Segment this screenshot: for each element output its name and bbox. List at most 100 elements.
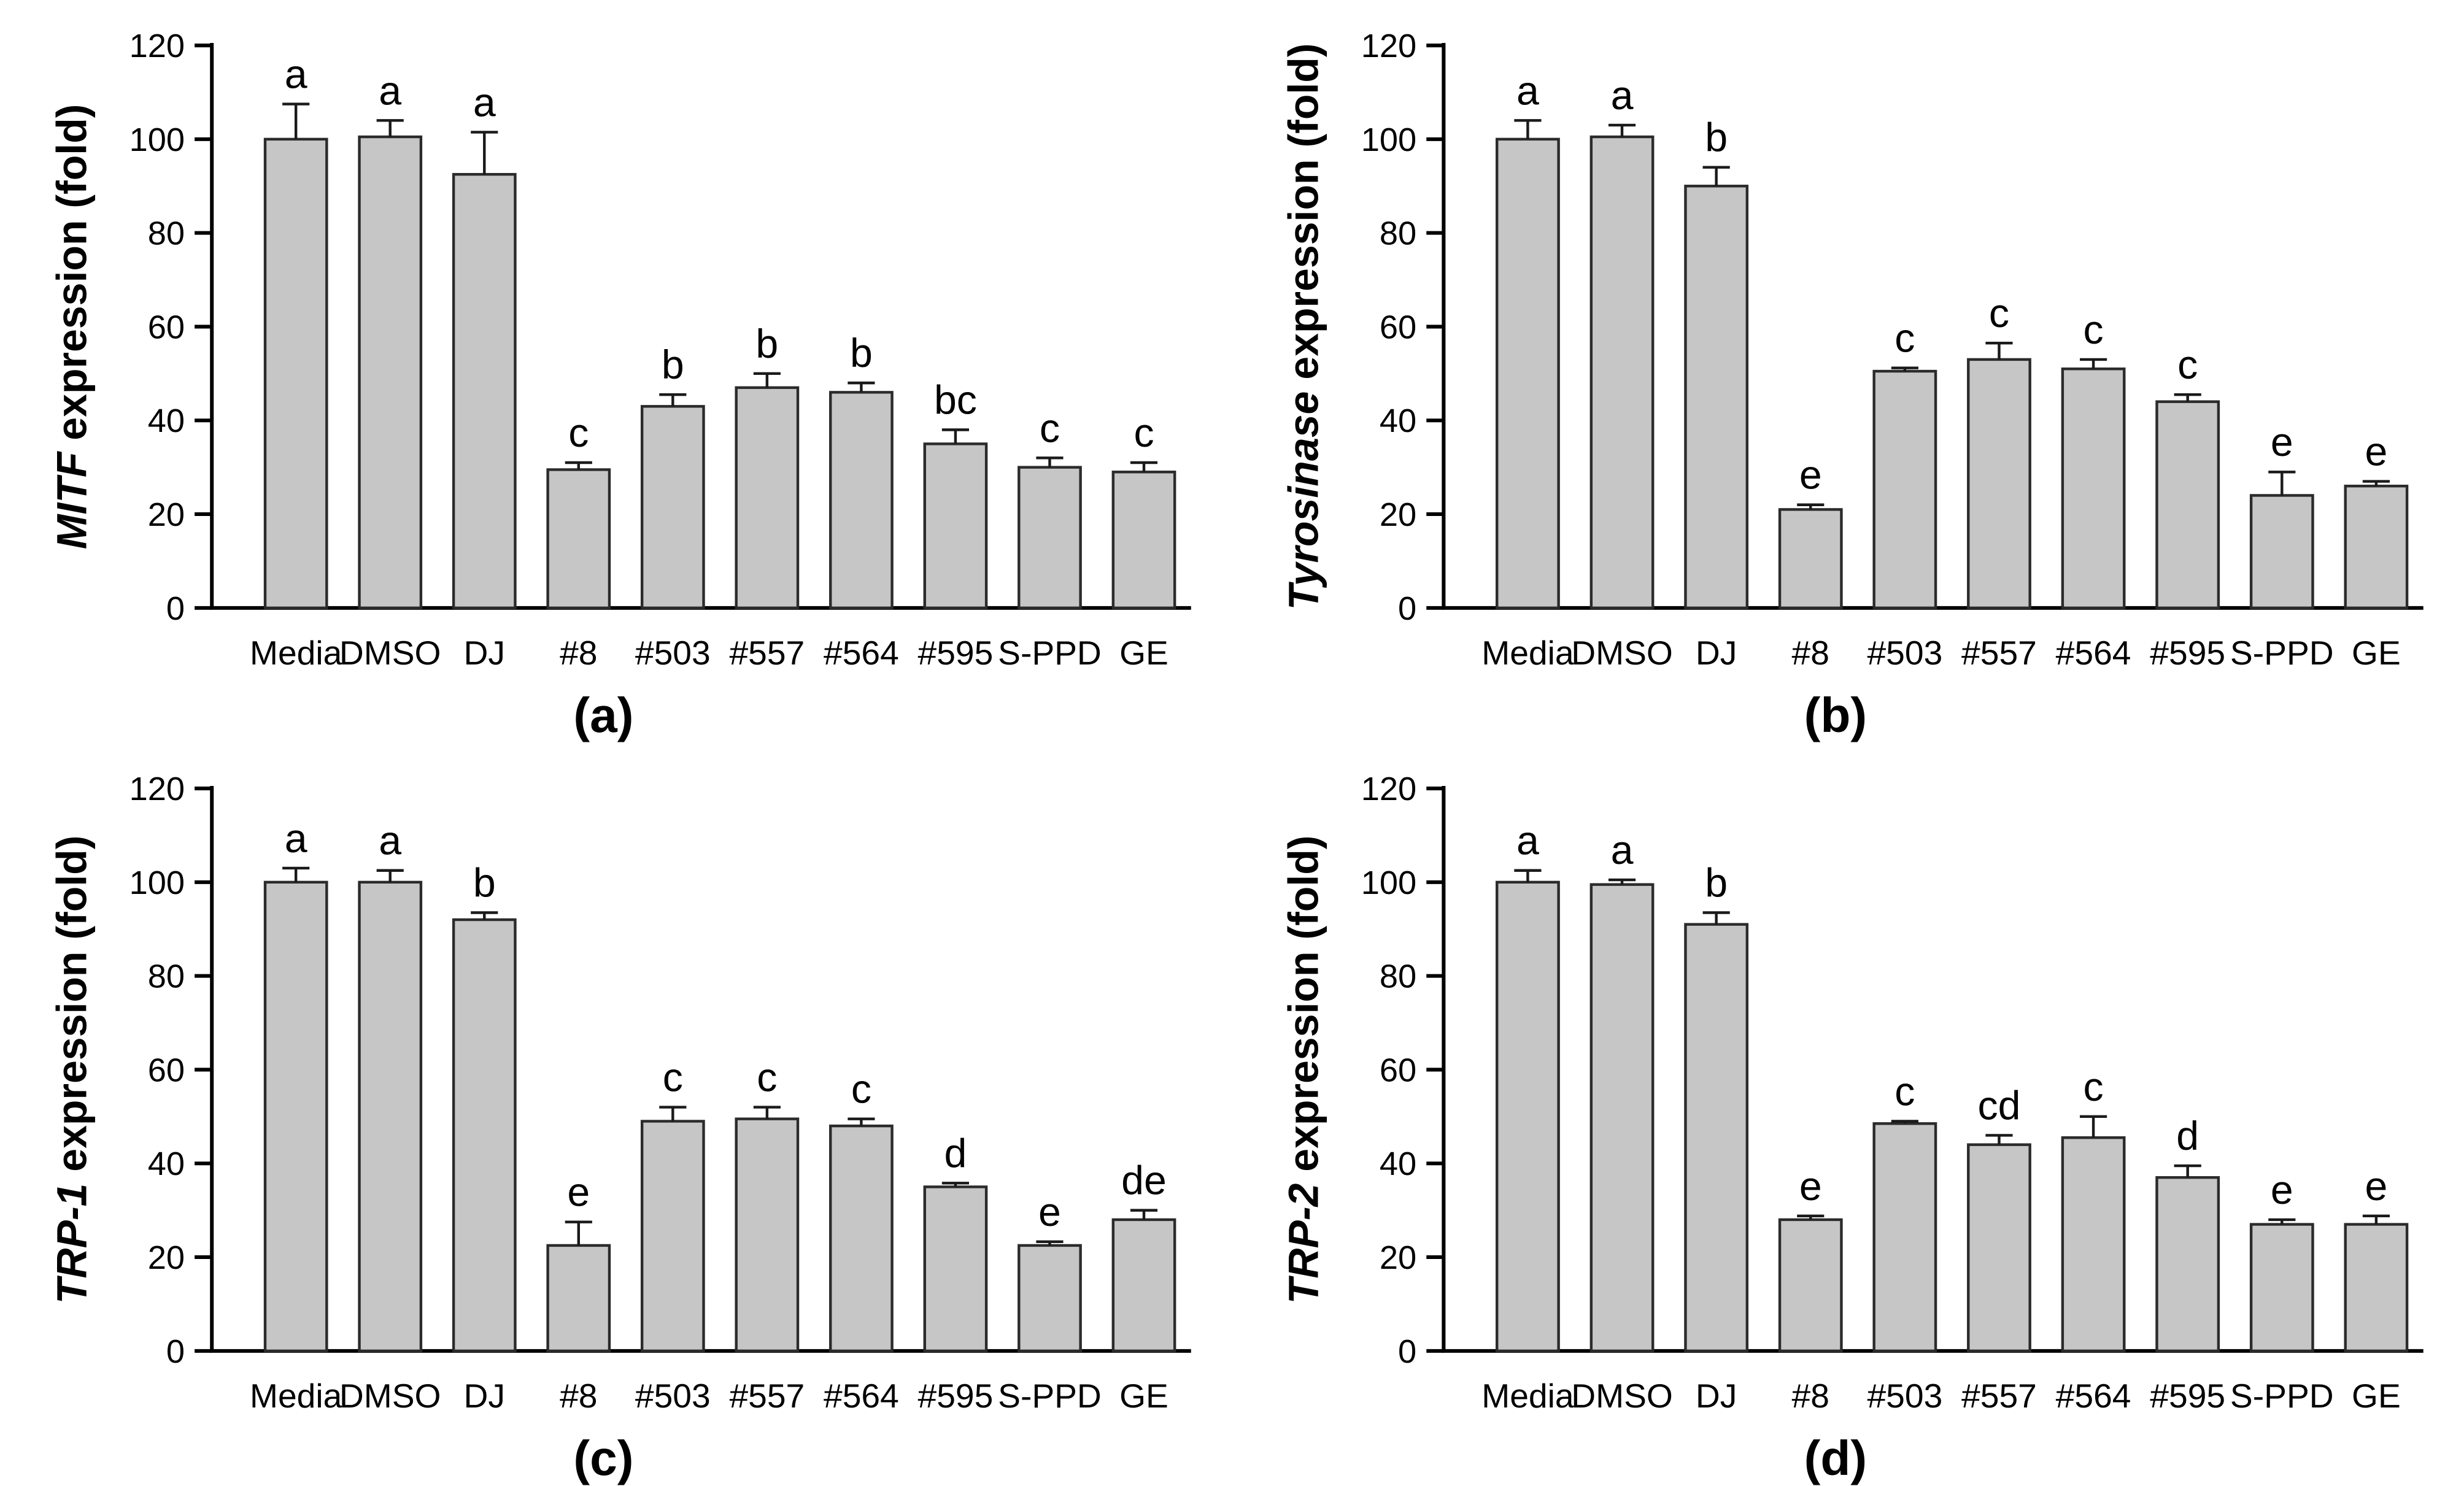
x-tick-label: Media [250,634,342,672]
x-tick-label: #503 [1867,634,1942,672]
sig-letter: b [662,342,684,388]
sig-letter: c [2084,307,2104,353]
sig-letter: a [379,818,401,864]
bar-S-PPD [2249,494,2314,610]
x-tick-label: GE [1119,634,1168,672]
x-tick-label: #564 [824,634,899,672]
y-tick-label: 80 [148,958,185,995]
sig-letter: bc [934,378,977,423]
panel-label: (d) [1804,1430,1867,1485]
bar-#503 [640,1120,705,1353]
x-tick-label: #8 [560,1377,597,1415]
sig-letter: c [1040,406,1060,451]
x-tick-label: DJ [1696,1377,1737,1415]
chart-trp1-expression: 0 20 40 60 80 100 120 TRP-1 expression (fold) a M… [48,771,1191,1485]
sig-letter: a [285,52,307,98]
sig-letter: e [2271,1168,2293,1213]
y-tick-label: 20 [148,496,185,533]
y-axis-title: MITF expression (fold) [48,104,95,550]
sig-letter: a [473,80,496,125]
bar-#595 [923,1185,988,1353]
y-tick-label: 100 [1361,864,1416,901]
sig-letter: c [2084,1064,2104,1110]
sig-letter: c [1894,316,1915,361]
sig-letter: c [1894,1069,1915,1115]
bar-DMSO [358,880,423,1353]
y-tick-label: 40 [1380,402,1416,439]
bar-DMSO [1589,135,1655,610]
bar-DMSO [1589,883,1655,1353]
x-tick-label: DMSO [1571,634,1673,672]
bar-DMSO [358,135,423,610]
y-tick-label: 20 [148,1239,185,1276]
x-tick-label: #595 [918,634,994,672]
x-tick-label: DMSO [339,634,441,672]
bar-#503 [640,405,705,610]
y-tick-label: 0 [1398,590,1416,627]
bar-GE [2344,1223,2409,1353]
y-tick-label: 20 [1380,496,1416,533]
bar-#564 [2061,367,2126,610]
bar-#8 [1778,508,1843,610]
sig-letter: c [757,1055,777,1101]
sig-letter: e [2365,1164,2388,1209]
bar-#564 [829,391,894,610]
bar-S-PPD [1018,466,1082,610]
bar-#503 [1872,369,1937,610]
sig-letter: c [851,1067,871,1112]
bar-DJ [1684,185,1749,610]
bar-S-PPD [1018,1244,1082,1353]
y-tick-label: 120 [129,28,185,64]
sig-letter: a [379,68,401,114]
x-tick-label: DJ [464,1377,505,1415]
y-tick-label: 100 [1361,121,1416,158]
sig-letter: a [285,816,307,861]
panel-b: 0 20 40 60 80 100 120 Tyrosinase expression (fo… [1232,0,2464,743]
bar-Media [263,137,328,610]
y-tick-label: 120 [1361,771,1416,807]
x-tick-label: #557 [729,1377,805,1415]
chart-mitf-expression: 0 20 40 60 80 100 120 MITF expression (fold) a Me… [48,28,1191,742]
y-tick-label: 80 [1380,215,1416,252]
x-tick-label: Media [1481,634,1574,672]
sig-letter: c [2177,342,2198,388]
panel-c: 0 20 40 60 80 100 120 TRP-1 expression (fold) a M… [0,743,1232,1486]
chart-trp2-expression: 0 20 40 60 80 100 120 TRP-2 expression (fold) a M… [1280,771,2423,1485]
bar-#595 [2155,1176,2220,1353]
y-tick-label: 60 [148,1052,185,1089]
x-tick-label: DJ [1696,634,1737,672]
bar-#557 [1967,358,2031,610]
sig-letter: b [473,861,496,906]
y-tick-label: 60 [1380,309,1416,346]
x-tick-label: #8 [1792,634,1829,672]
sig-letter: e [567,1170,590,1215]
sig-letter: e [2271,420,2293,465]
x-tick-label: DJ [464,634,505,672]
sig-letter: e [1799,1164,1822,1209]
y-tick-label: 60 [1380,1052,1416,1089]
y-tick-label: 0 [1398,1333,1416,1370]
sig-letter: c [1134,410,1154,456]
x-tick-label: S-PPD [2230,634,2334,672]
bar-#8 [546,1244,611,1353]
sig-letter: a [1516,818,1539,864]
bar-Media [1496,880,1560,1353]
sig-letter: e [1038,1190,1061,1235]
sig-letter: a [1611,73,1634,118]
x-tick-label: GE [1119,1377,1168,1415]
y-tick-label: 100 [129,864,185,901]
panel-a: 0 20 40 60 80 100 120 MITF expression (fold) a Me… [0,0,1232,743]
bar-#557 [735,386,800,610]
sig-letter: c [1989,291,2009,336]
bar-#503 [1872,1122,1937,1353]
y-tick-label: 0 [166,590,185,627]
x-tick-label: #8 [1792,1377,1829,1415]
y-tick-label: 40 [148,1145,185,1182]
y-axis-title: TRP-2 expression (fold) [1280,836,1327,1304]
y-tick-label: 120 [1361,28,1416,64]
x-tick-label: #564 [2056,1377,2131,1415]
panel-d: 0 20 40 60 80 100 120 TRP-2 expression (fold) a M… [1232,743,2464,1486]
bar-#8 [1778,1218,1843,1353]
y-tick-label: 40 [1380,1145,1416,1182]
